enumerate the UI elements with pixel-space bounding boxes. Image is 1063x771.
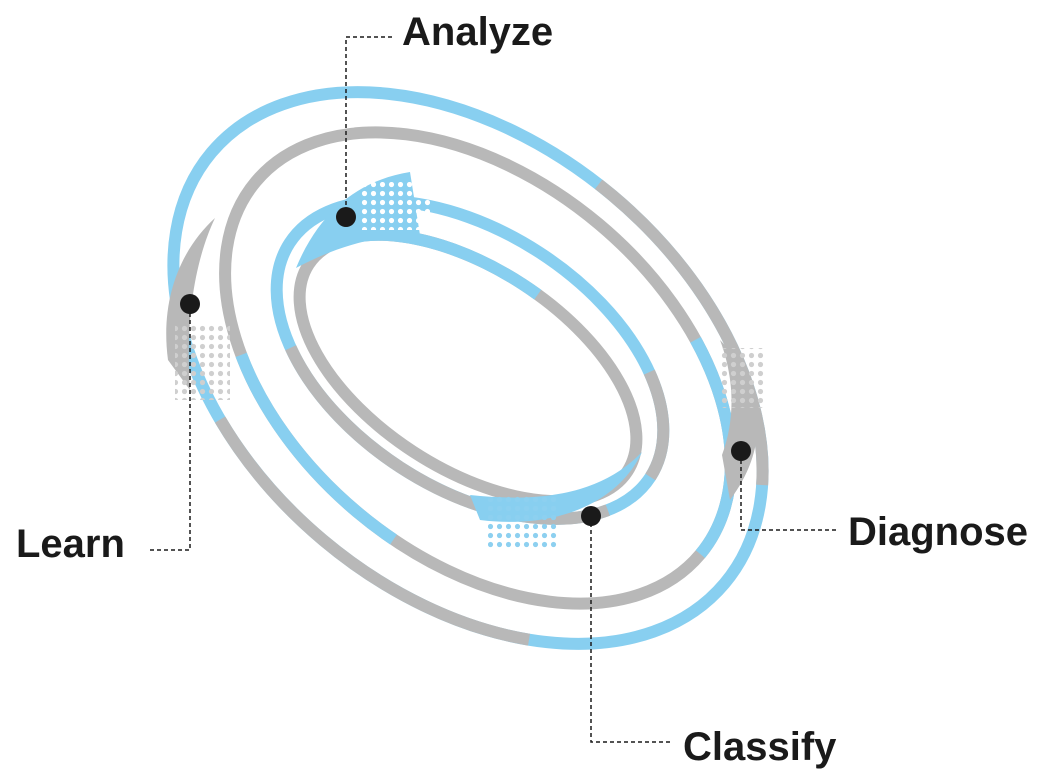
wedge-diagnose xyxy=(720,340,758,500)
label: Learn xyxy=(16,522,125,566)
torus xyxy=(166,86,769,650)
leader-line xyxy=(590,516,670,743)
marker xyxy=(581,506,601,526)
leader-line xyxy=(345,36,392,217)
dots xyxy=(175,325,230,400)
label: Diagnose xyxy=(848,510,1028,554)
front-edge xyxy=(219,126,737,610)
label: Analyze xyxy=(402,10,553,54)
leader-line xyxy=(740,451,836,531)
leader-line xyxy=(150,304,191,551)
label: Classify xyxy=(683,725,837,769)
dots xyxy=(360,182,430,230)
marker xyxy=(180,294,200,314)
marker xyxy=(336,207,356,227)
hole-inner-blue xyxy=(293,228,643,508)
hole-edge-grey xyxy=(270,195,670,525)
dots xyxy=(488,495,558,550)
dots xyxy=(720,348,765,408)
callouts: Analyze Learn Diagnose Classify xyxy=(16,10,1028,769)
outer-rim-grey xyxy=(167,86,769,650)
front-edge-blue xyxy=(219,126,737,610)
marker xyxy=(731,441,751,461)
